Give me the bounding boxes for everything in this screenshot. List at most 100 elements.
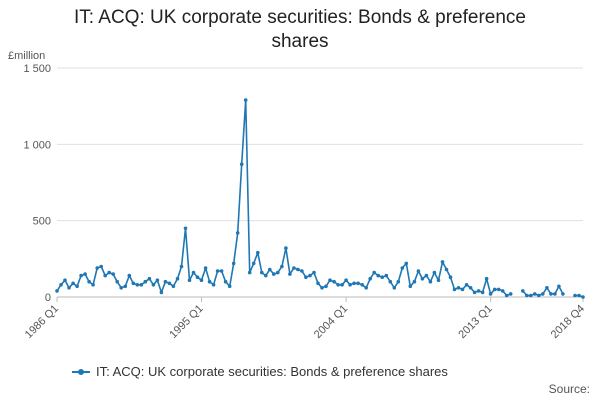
data-point[interactable] xyxy=(432,270,437,275)
data-point[interactable] xyxy=(288,272,292,276)
data-point[interactable] xyxy=(175,276,180,281)
data-point[interactable] xyxy=(79,273,83,278)
data-point[interactable] xyxy=(460,287,465,292)
data-point[interactable] xyxy=(127,273,132,278)
data-point[interactable] xyxy=(219,269,224,273)
data-point[interactable] xyxy=(147,276,152,281)
data-point[interactable] xyxy=(561,292,565,296)
data-point[interactable] xyxy=(312,270,316,275)
data-point[interactable] xyxy=(500,289,505,293)
data-point[interactable] xyxy=(368,276,373,281)
data-point[interactable] xyxy=(448,275,453,280)
data-point[interactable] xyxy=(388,279,393,284)
data-point[interactable] xyxy=(251,261,256,266)
data-point[interactable] xyxy=(191,270,196,275)
data-point[interactable] xyxy=(83,272,87,276)
data-point[interactable] xyxy=(404,261,409,266)
data-point[interactable] xyxy=(71,281,75,286)
data-point[interactable] xyxy=(392,286,397,290)
data-point[interactable] xyxy=(195,275,200,280)
data-point[interactable] xyxy=(207,279,212,284)
data-point[interactable] xyxy=(300,269,304,273)
data-point[interactable] xyxy=(328,278,332,283)
data-point[interactable] xyxy=(223,279,228,284)
data-point[interactable] xyxy=(573,293,577,298)
data-point[interactable] xyxy=(187,278,192,283)
data-point[interactable] xyxy=(203,266,208,270)
data-point[interactable] xyxy=(553,292,557,296)
data-point[interactable] xyxy=(243,98,248,102)
data-point[interactable] xyxy=(199,278,204,283)
data-point[interactable] xyxy=(304,275,308,280)
data-point[interactable] xyxy=(239,162,244,166)
data-point[interactable] xyxy=(227,284,232,289)
data-point[interactable] xyxy=(324,284,328,289)
data-point[interactable] xyxy=(412,279,417,284)
data-point[interactable] xyxy=(308,273,312,278)
data-point[interactable] xyxy=(348,283,352,287)
data-point[interactable] xyxy=(260,270,264,275)
data-point[interactable] xyxy=(508,292,513,296)
data-point[interactable] xyxy=(424,273,429,278)
data-point[interactable] xyxy=(247,270,252,275)
data-point[interactable] xyxy=(163,279,168,284)
data-point[interactable] xyxy=(272,272,276,276)
data-point[interactable] xyxy=(316,281,320,286)
data-point[interactable] xyxy=(537,293,541,298)
data-point[interactable] xyxy=(139,283,144,287)
data-point[interactable] xyxy=(456,286,461,290)
data-point[interactable] xyxy=(549,292,553,296)
data-point[interactable] xyxy=(408,284,413,289)
data-point[interactable] xyxy=(151,283,156,287)
data-point[interactable] xyxy=(452,287,457,292)
data-point[interactable] xyxy=(504,293,509,298)
data-point[interactable] xyxy=(67,286,71,290)
data-point[interactable] xyxy=(296,267,300,272)
data-point[interactable] xyxy=(336,283,340,287)
data-point[interactable] xyxy=(436,278,441,283)
data-point[interactable] xyxy=(255,250,260,255)
data-point[interactable] xyxy=(211,283,216,287)
data-point[interactable] xyxy=(356,281,360,286)
data-point[interactable] xyxy=(533,292,537,296)
data-point[interactable] xyxy=(496,287,501,292)
data-point[interactable] xyxy=(440,260,445,264)
data-point[interactable] xyxy=(155,278,160,283)
data-point[interactable] xyxy=(581,295,585,299)
data-point[interactable] xyxy=(87,279,91,284)
data-point[interactable] xyxy=(484,276,489,281)
data-point[interactable] xyxy=(99,264,103,269)
data-point[interactable] xyxy=(63,278,67,283)
data-point[interactable] xyxy=(340,283,344,287)
data-point[interactable] xyxy=(521,289,525,293)
data-point[interactable] xyxy=(75,284,79,289)
data-point[interactable] xyxy=(119,286,123,290)
data-point[interactable] xyxy=(352,281,356,286)
data-point[interactable] xyxy=(472,290,477,295)
data-point[interactable] xyxy=(372,270,377,275)
data-point[interactable] xyxy=(276,270,280,275)
data-point[interactable] xyxy=(167,281,172,286)
data-point[interactable] xyxy=(135,283,140,287)
data-point[interactable] xyxy=(284,246,288,250)
data-point[interactable] xyxy=(468,286,473,290)
data-point[interactable] xyxy=(545,286,549,290)
data-point[interactable] xyxy=(215,269,220,273)
data-point[interactable] xyxy=(384,273,389,278)
legend[interactable]: IT: ACQ: UK corporate securities: Bonds … xyxy=(72,364,448,379)
data-point[interactable] xyxy=(268,267,272,272)
data-point[interactable] xyxy=(55,289,59,293)
data-point[interactable] xyxy=(59,283,63,287)
data-point[interactable] xyxy=(557,284,561,289)
data-point[interactable] xyxy=(492,287,497,292)
data-point[interactable] xyxy=(416,269,421,273)
data-point[interactable] xyxy=(292,266,296,270)
data-point[interactable] xyxy=(344,278,348,283)
data-point[interactable] xyxy=(107,270,111,275)
data-point[interactable] xyxy=(235,231,240,235)
data-point[interactable] xyxy=(396,279,401,284)
data-point[interactable] xyxy=(376,273,381,278)
data-point[interactable] xyxy=(525,293,529,298)
data-point[interactable] xyxy=(103,273,107,278)
data-point[interactable] xyxy=(400,266,405,270)
